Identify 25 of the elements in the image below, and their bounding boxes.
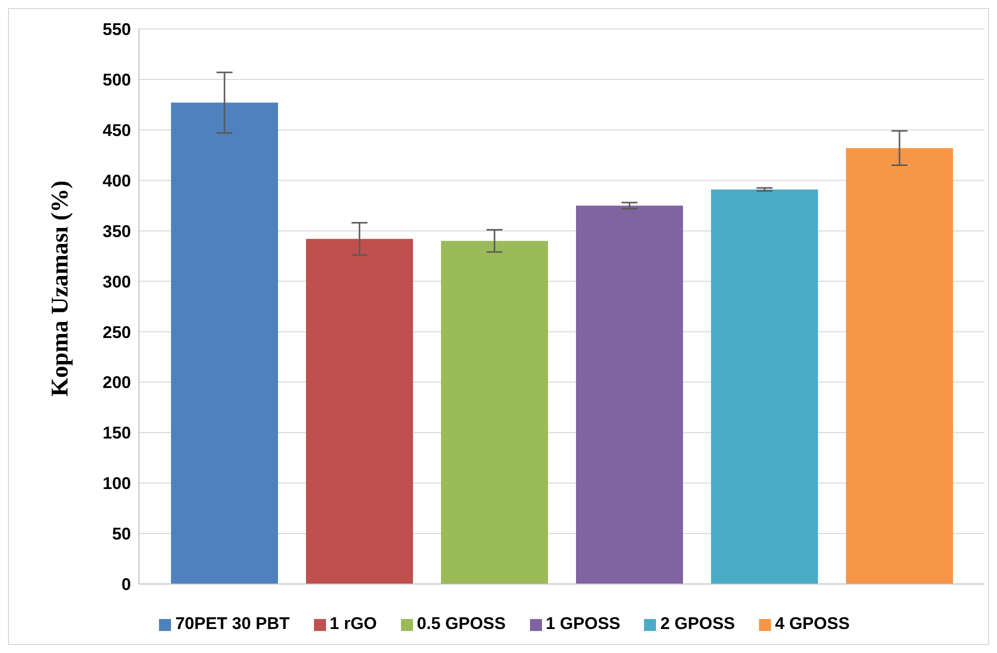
bar: [576, 206, 683, 584]
legend-label: 1 rGO: [330, 614, 377, 633]
legend-label: 4 GPOSS: [775, 614, 850, 633]
y-tick-label: 150: [102, 424, 131, 443]
y-tick-label: 300: [102, 272, 131, 292]
y-tick-label: 450: [102, 120, 131, 140]
y-tick-label: 400: [102, 171, 131, 190]
y-tick-label: 100: [102, 474, 131, 494]
y-tick-label: 200: [102, 373, 131, 392]
y-tick-label: 50: [112, 524, 131, 544]
legend-label: 70PET 30 PBT: [175, 614, 290, 633]
bar: [171, 102, 278, 584]
y-tick-label: 250: [102, 322, 131, 342]
y-tick-label: 550: [102, 20, 131, 40]
legend-label: 0.5 GPOSS: [416, 614, 506, 633]
bar: [846, 148, 953, 584]
legend-label: 2 GPOSS: [660, 614, 736, 633]
y-axis-title: Kopma Uzaması (%): [48, 180, 74, 396]
y-tick-label: 0: [122, 575, 131, 594]
bar: [441, 240, 548, 584]
y-tick-label: 500: [102, 70, 131, 90]
y-tick-label: 350: [102, 222, 131, 241]
bar: [306, 238, 413, 584]
legend-label: 1 GPOSS: [546, 614, 620, 633]
bar: [711, 189, 818, 584]
